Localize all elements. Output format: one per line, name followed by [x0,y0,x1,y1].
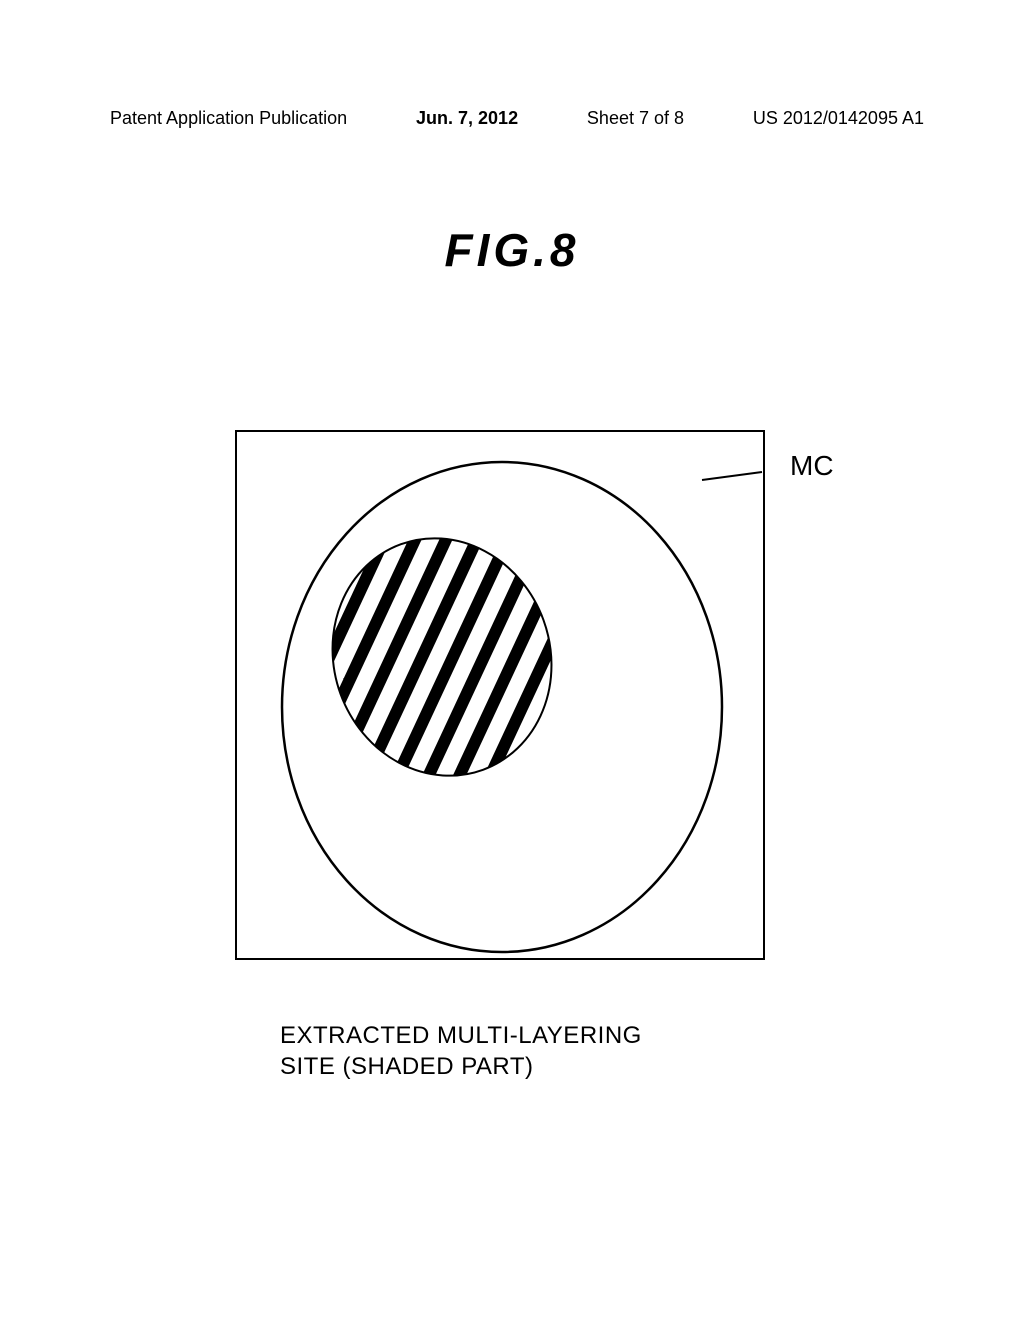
sheet-number: Sheet 7 of 8 [587,108,684,129]
diagram-container [235,430,765,960]
diagram-svg [237,432,767,962]
publication-date: Jun. 7, 2012 [416,108,518,129]
publication-number: US 2012/0142095 A1 [753,108,924,129]
caption-line-2: SITE (SHADED PART) [280,1053,533,1080]
header-row: Patent Application Publication Jun. 7, 2… [110,108,924,129]
caption-line-1: EXTRACTED MULTI-LAYERING [280,1022,642,1049]
mc-label: MC [790,450,834,482]
figure-title: FIG.8 [444,223,579,277]
publication-type: Patent Application Publication [110,108,347,129]
leader-line [702,472,762,480]
shaded-region [299,507,584,806]
figure-caption: EXTRACTED MULTI-LAYERING SITE (SHADED PA… [280,1020,642,1082]
page-header: Patent Application Publication Jun. 7, 2… [0,108,1024,129]
